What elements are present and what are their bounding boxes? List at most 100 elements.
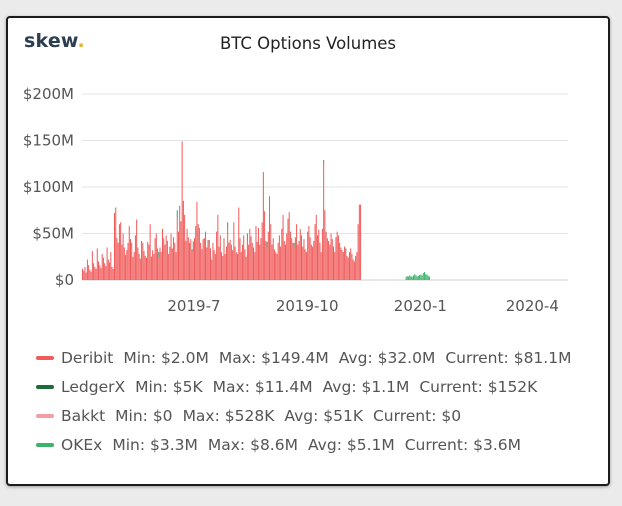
y-tick-label: $0 <box>55 271 74 289</box>
bar-deribit <box>197 224 199 280</box>
bar-deribit <box>89 269 91 280</box>
bar-deribit <box>281 228 283 280</box>
legend-item-bakkt[interactable]: Bakkt Min: $0 Max: $528K Avg: $51K Curre… <box>36 401 581 430</box>
legend-item-okex[interactable]: OKEx Min: $3.3M Max: $8.6M Avg: $5.1M Cu… <box>36 430 581 459</box>
bar-deribit <box>313 240 315 280</box>
bar-deribit <box>230 244 232 280</box>
logo-dot: . <box>77 30 85 52</box>
bar-deribit <box>202 239 204 280</box>
bar-okex <box>428 276 430 280</box>
bar-deribit <box>133 252 135 280</box>
chart-card: skew. BTC Options Volumes $0 $50M $100M $15… <box>6 16 610 486</box>
bar-deribit <box>171 248 173 280</box>
legend-item-ledgerx[interactable]: LedgerX Min: $5K Max: $11.4M Avg: $1.1M … <box>36 372 581 401</box>
bar-deribit <box>128 226 130 280</box>
legend-avg: Avg: $32.0M <box>338 348 436 367</box>
bar-deribit <box>303 239 305 280</box>
legend-avg: Avg: $5.1M <box>307 435 395 454</box>
bar-deribit <box>101 253 103 280</box>
bar-deribit <box>181 141 183 280</box>
bar-deribit <box>323 163 325 280</box>
bar-deribit <box>302 246 304 280</box>
bar-deribit <box>85 272 87 280</box>
bar-deribit <box>272 238 274 280</box>
bar-okex <box>406 276 408 280</box>
bar-deribit <box>86 259 88 280</box>
bar-deribit <box>341 250 343 280</box>
bar-okex <box>410 276 412 280</box>
bar-deribit <box>83 270 85 280</box>
bar-deribit <box>88 265 90 280</box>
legend-item-deribit[interactable]: Deribit Min: $2.0M Max: $149.4M Avg: $32… <box>36 343 581 372</box>
bar-deribit <box>286 233 288 280</box>
bar-deribit <box>165 235 167 280</box>
bar-deribit <box>107 259 109 280</box>
bar-deribit <box>139 258 141 280</box>
bar-deribit <box>99 265 101 280</box>
bar-deribit <box>207 240 209 280</box>
bar-deribit <box>97 261 100 280</box>
bar-deribit <box>120 222 122 280</box>
bar-okex <box>419 274 421 280</box>
bar-deribit <box>164 244 166 280</box>
x-tick-label: 2019-10 <box>276 297 339 315</box>
bar-deribit <box>337 235 339 280</box>
bar-deribit <box>185 240 187 280</box>
bar-deribit <box>296 224 298 280</box>
legend-swatch <box>36 413 54 418</box>
bar-deribit <box>228 242 230 280</box>
bar-deribit <box>251 242 253 280</box>
bar-deribit <box>264 211 266 280</box>
bar-deribit <box>153 253 155 280</box>
bar-deribit <box>126 250 128 280</box>
bar-deribit <box>122 233 124 280</box>
bar-deribit <box>218 246 220 280</box>
bar-deribit <box>342 252 344 280</box>
bar-deribit <box>305 252 307 280</box>
bar-deribit <box>282 214 284 280</box>
bar-deribit <box>161 228 163 280</box>
bar-deribit <box>310 244 312 280</box>
legend-series-name: Deribit <box>61 348 114 367</box>
bar-deribit <box>131 246 133 280</box>
bar-deribit <box>198 227 200 280</box>
bar-deribit <box>283 240 285 280</box>
bar-deribit <box>345 253 347 280</box>
bar-deribit <box>189 242 191 280</box>
bar-deribit <box>253 247 255 280</box>
bar-deribit <box>115 207 117 280</box>
bar-deribit <box>344 246 346 280</box>
legend-avg: Avg: $51K <box>284 406 363 425</box>
legend-avg: Avg: $1.1M <box>322 377 410 396</box>
bar-deribit <box>105 266 107 280</box>
bar-deribit <box>330 233 332 280</box>
bar-ledgerx <box>345 248 347 254</box>
bar-okex <box>409 275 411 280</box>
bar-deribit <box>328 240 330 280</box>
y-tick-label: $100M <box>23 178 74 196</box>
bar-deribit <box>275 252 277 280</box>
bar-deribit <box>125 254 127 280</box>
bar-deribit <box>157 248 159 280</box>
bar-deribit <box>237 253 239 280</box>
bar-deribit <box>240 252 242 280</box>
bar-deribit <box>132 256 134 280</box>
bar-deribit <box>223 238 225 280</box>
bar-okex <box>425 274 427 280</box>
bar-deribit <box>190 239 192 280</box>
bar-deribit <box>150 256 152 280</box>
chart-title: BTC Options Volumes <box>219 34 397 53</box>
bar-deribit <box>214 253 216 280</box>
bar-deribit <box>319 242 321 280</box>
bar-deribit <box>309 237 311 280</box>
bar-deribit <box>224 253 226 280</box>
bar-deribit <box>90 271 92 280</box>
legend-max: Max: $11.4M <box>212 377 313 396</box>
bar-deribit <box>219 235 221 280</box>
bar-deribit <box>292 242 294 280</box>
bar-deribit <box>301 235 303 280</box>
bar-deribit <box>147 241 149 280</box>
bar-deribit <box>352 259 354 280</box>
bar-deribit <box>111 266 113 280</box>
legend-max: Max: $528K <box>182 406 275 425</box>
